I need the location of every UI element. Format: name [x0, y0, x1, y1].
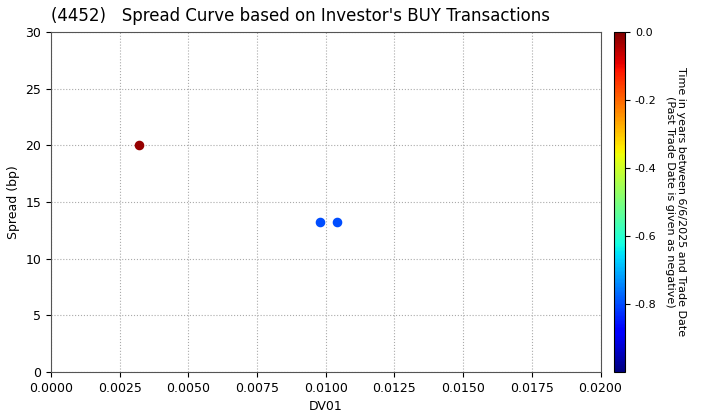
Y-axis label: Time in years between 6/6/2025 and Trade Date
(Past Trade Date is given as negat: Time in years between 6/6/2025 and Trade… — [665, 67, 686, 336]
Y-axis label: Spread (bp): Spread (bp) — [7, 165, 20, 239]
Point — [331, 219, 343, 226]
Text: (4452)   Spread Curve based on Investor's BUY Transactions: (4452) Spread Curve based on Investor's … — [51, 7, 550, 25]
Point — [315, 219, 326, 226]
X-axis label: DV01: DV01 — [309, 400, 343, 413]
Point — [133, 142, 145, 149]
